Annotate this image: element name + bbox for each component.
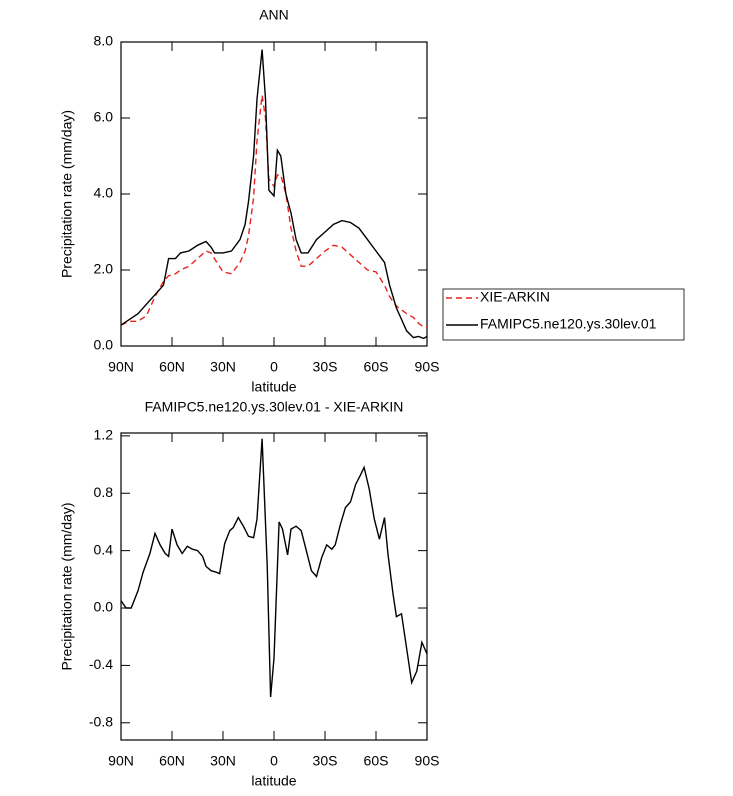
x-tick-label: 90S	[415, 753, 440, 769]
y-tick-label: -0.4	[89, 656, 113, 672]
y-tick-label: 8.0	[94, 33, 114, 49]
x-tick-label: 60S	[364, 753, 389, 769]
y-tick-label: 0.0	[94, 599, 114, 615]
legend-label: FAMIPC5.ne120.ys.30lev.01	[480, 316, 657, 332]
data-line	[120, 49, 428, 340]
x-tick-label: 60N	[159, 359, 185, 375]
data-line	[120, 95, 427, 328]
y-axis-label: Precipitation rate (mm/day)	[59, 502, 75, 670]
x-tick-label: 30S	[313, 753, 338, 769]
y-tick-label: 1.2	[94, 427, 114, 443]
plot-frame	[120, 432, 428, 741]
chart-title: ANN	[259, 7, 289, 23]
data-line	[120, 438, 428, 698]
legend: XIE-ARKIN FAMIPC5.ne120.ys.30lev.01	[442, 288, 685, 341]
y-tick-label: 2.0	[94, 261, 114, 277]
x-axis-label: latitude	[251, 773, 296, 789]
y-tick-label: 6.0	[94, 109, 114, 125]
x-tick-label: 0	[270, 753, 278, 769]
chart-title: FAMIPC5.ne120.ys.30lev.01 - XIE-ARKIN	[145, 399, 404, 415]
x-tick-label: 60N	[159, 753, 185, 769]
x-tick-label: 30N	[210, 753, 236, 769]
x-tick-label: 90N	[108, 359, 134, 375]
y-tick-label: 4.0	[94, 185, 114, 201]
y-tick-label: 0.0	[94, 337, 114, 353]
y-axis-label: Precipitation rate (mm/day)	[59, 110, 75, 278]
x-tick-label: 90N	[108, 753, 134, 769]
x-tick-label: 0	[270, 359, 278, 375]
x-tick-label: 30S	[313, 359, 338, 375]
x-axis-label: latitude	[251, 379, 296, 395]
y-tick-label: -0.8	[89, 713, 113, 729]
y-tick-label: 0.4	[94, 541, 114, 557]
y-tick-label: 0.8	[94, 484, 114, 500]
x-tick-label: 60S	[364, 359, 389, 375]
x-tick-label: 30N	[210, 359, 236, 375]
legend-box	[442, 288, 685, 341]
x-tick-label: 90S	[415, 359, 440, 375]
legend-label: XIE-ARKIN	[480, 289, 550, 305]
